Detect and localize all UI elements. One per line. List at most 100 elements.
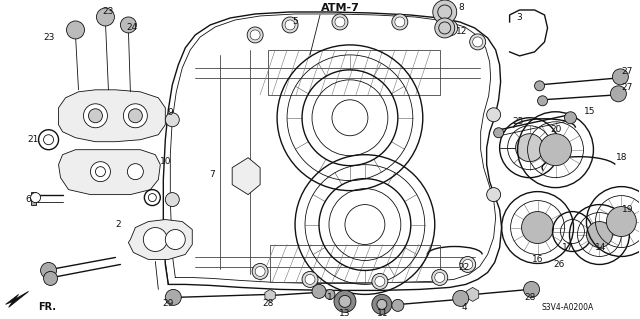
Polygon shape bbox=[232, 158, 260, 195]
Circle shape bbox=[31, 193, 40, 203]
Circle shape bbox=[325, 289, 335, 300]
Polygon shape bbox=[167, 290, 179, 304]
Text: 14: 14 bbox=[595, 243, 606, 252]
Circle shape bbox=[120, 17, 136, 33]
Text: ATM-7: ATM-7 bbox=[321, 3, 360, 13]
Text: 4: 4 bbox=[462, 303, 467, 312]
Text: 16: 16 bbox=[532, 255, 543, 264]
Text: 15: 15 bbox=[584, 107, 595, 116]
Text: S3V4-A0200A: S3V4-A0200A bbox=[541, 303, 594, 312]
Circle shape bbox=[433, 0, 457, 24]
Text: 24: 24 bbox=[127, 23, 138, 33]
Text: 9: 9 bbox=[168, 108, 173, 117]
Circle shape bbox=[44, 271, 58, 286]
Circle shape bbox=[165, 193, 179, 207]
Polygon shape bbox=[467, 287, 479, 301]
Circle shape bbox=[83, 104, 108, 128]
Circle shape bbox=[486, 188, 500, 202]
Circle shape bbox=[607, 207, 636, 236]
Circle shape bbox=[586, 222, 612, 248]
Circle shape bbox=[282, 17, 298, 33]
Circle shape bbox=[522, 211, 554, 243]
Text: 21: 21 bbox=[27, 135, 38, 144]
Text: 28: 28 bbox=[524, 293, 535, 302]
Polygon shape bbox=[58, 150, 161, 195]
Text: 27: 27 bbox=[621, 67, 633, 76]
Circle shape bbox=[460, 256, 476, 272]
Polygon shape bbox=[68, 22, 83, 38]
Circle shape bbox=[392, 14, 408, 30]
Circle shape bbox=[250, 30, 260, 40]
Polygon shape bbox=[99, 9, 113, 25]
Text: 3: 3 bbox=[516, 13, 522, 22]
Text: 27: 27 bbox=[621, 83, 633, 92]
Text: 20: 20 bbox=[551, 125, 562, 134]
Text: 13: 13 bbox=[339, 309, 351, 318]
Circle shape bbox=[335, 17, 345, 27]
Text: 18: 18 bbox=[616, 153, 627, 162]
Polygon shape bbox=[436, 2, 453, 22]
Circle shape bbox=[493, 128, 504, 138]
Circle shape bbox=[473, 37, 483, 47]
Circle shape bbox=[67, 21, 84, 39]
Circle shape bbox=[165, 230, 185, 249]
Circle shape bbox=[40, 263, 56, 278]
Circle shape bbox=[97, 8, 115, 26]
Circle shape bbox=[332, 14, 348, 30]
Text: 10: 10 bbox=[159, 157, 171, 166]
Text: 7: 7 bbox=[209, 170, 215, 179]
Circle shape bbox=[255, 266, 265, 277]
Circle shape bbox=[90, 162, 111, 182]
Circle shape bbox=[435, 18, 455, 38]
Polygon shape bbox=[31, 192, 36, 204]
Circle shape bbox=[302, 271, 318, 287]
Circle shape bbox=[524, 281, 540, 297]
Circle shape bbox=[372, 273, 388, 289]
Text: 11: 11 bbox=[377, 309, 388, 318]
Polygon shape bbox=[6, 291, 29, 308]
Circle shape bbox=[305, 274, 315, 285]
Circle shape bbox=[339, 295, 351, 308]
Text: 29: 29 bbox=[163, 299, 174, 308]
Text: FR.: FR. bbox=[38, 302, 56, 312]
Circle shape bbox=[247, 27, 263, 43]
Circle shape bbox=[395, 17, 405, 27]
Circle shape bbox=[445, 23, 455, 33]
Text: 23: 23 bbox=[43, 33, 54, 42]
Text: 8: 8 bbox=[459, 4, 465, 12]
Circle shape bbox=[334, 290, 356, 312]
Circle shape bbox=[516, 134, 543, 162]
Polygon shape bbox=[336, 291, 353, 311]
Text: 26: 26 bbox=[554, 260, 565, 269]
Circle shape bbox=[143, 227, 167, 251]
Text: 19: 19 bbox=[621, 205, 633, 214]
Text: 12: 12 bbox=[456, 27, 467, 36]
Circle shape bbox=[392, 300, 404, 311]
Text: 25: 25 bbox=[512, 117, 524, 126]
Circle shape bbox=[486, 108, 500, 122]
Text: 1: 1 bbox=[327, 293, 333, 302]
Polygon shape bbox=[129, 219, 192, 259]
Text: 6: 6 bbox=[26, 195, 31, 204]
Circle shape bbox=[312, 285, 326, 298]
Polygon shape bbox=[58, 90, 165, 142]
Circle shape bbox=[534, 81, 545, 91]
Circle shape bbox=[564, 112, 577, 124]
Circle shape bbox=[285, 20, 295, 30]
Text: 22: 22 bbox=[458, 263, 469, 272]
Circle shape bbox=[124, 104, 147, 128]
Circle shape bbox=[612, 69, 628, 85]
Circle shape bbox=[252, 263, 268, 279]
Polygon shape bbox=[374, 295, 390, 313]
Circle shape bbox=[470, 34, 486, 50]
Text: 23: 23 bbox=[103, 7, 114, 17]
Circle shape bbox=[372, 294, 392, 314]
Circle shape bbox=[165, 113, 179, 127]
Text: 17: 17 bbox=[562, 243, 573, 252]
Circle shape bbox=[538, 96, 548, 106]
Circle shape bbox=[127, 164, 143, 180]
Circle shape bbox=[88, 109, 102, 123]
Circle shape bbox=[463, 259, 473, 270]
Text: 28: 28 bbox=[262, 299, 274, 308]
Circle shape bbox=[452, 290, 468, 306]
